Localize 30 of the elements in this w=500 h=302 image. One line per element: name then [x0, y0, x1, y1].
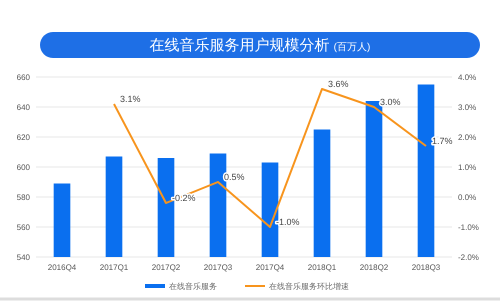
data-label: 3.6% — [328, 79, 349, 89]
y-tick-label: 640 — [16, 103, 31, 112]
x-tick-label: 2016Q4 — [48, 263, 77, 272]
data-label: 3.0% — [380, 97, 401, 107]
y2-tick-label: 1.0% — [458, 163, 476, 172]
y-tick-label: 540 — [16, 253, 31, 262]
y2-tick-label: 2.0% — [458, 133, 476, 142]
data-label: 3.1% — [120, 94, 141, 104]
y2-tick-label: 3.0% — [458, 103, 476, 112]
x-tick-label: 2017Q2 — [152, 263, 181, 272]
x-tick-label: 2018Q2 — [360, 263, 389, 272]
y2-tick-label: 4.0% — [458, 73, 476, 82]
y-tick-label: 560 — [16, 223, 31, 232]
y2-tick-label: 0.0% — [458, 193, 476, 202]
line-series — [113, 88, 427, 228]
y-tick-label: 620 — [16, 133, 31, 142]
y-tick-label: 660 — [16, 73, 31, 82]
legend-label: 在线音乐服务环比增速 — [269, 282, 349, 291]
x-tick-label: 2018Q3 — [412, 263, 441, 272]
x-tick-label: 2017Q4 — [256, 263, 285, 272]
y2-tick-label: -1.0% — [458, 223, 479, 232]
y-tick-label: 600 — [16, 163, 31, 172]
x-tick-label: 2017Q3 — [204, 263, 233, 272]
legend-label: 在线音乐服务 — [169, 282, 217, 291]
x-tick-label: 2017Q1 — [100, 263, 129, 272]
y-tick-label: 580 — [16, 193, 31, 202]
chart-title: 在线音乐服务用户规模分析 — [150, 37, 330, 54]
x-tick-label: 2018Q1 — [308, 263, 337, 272]
y2-tick-label: -2.0% — [458, 253, 479, 262]
chart-subtitle: (百万人) — [334, 42, 370, 53]
